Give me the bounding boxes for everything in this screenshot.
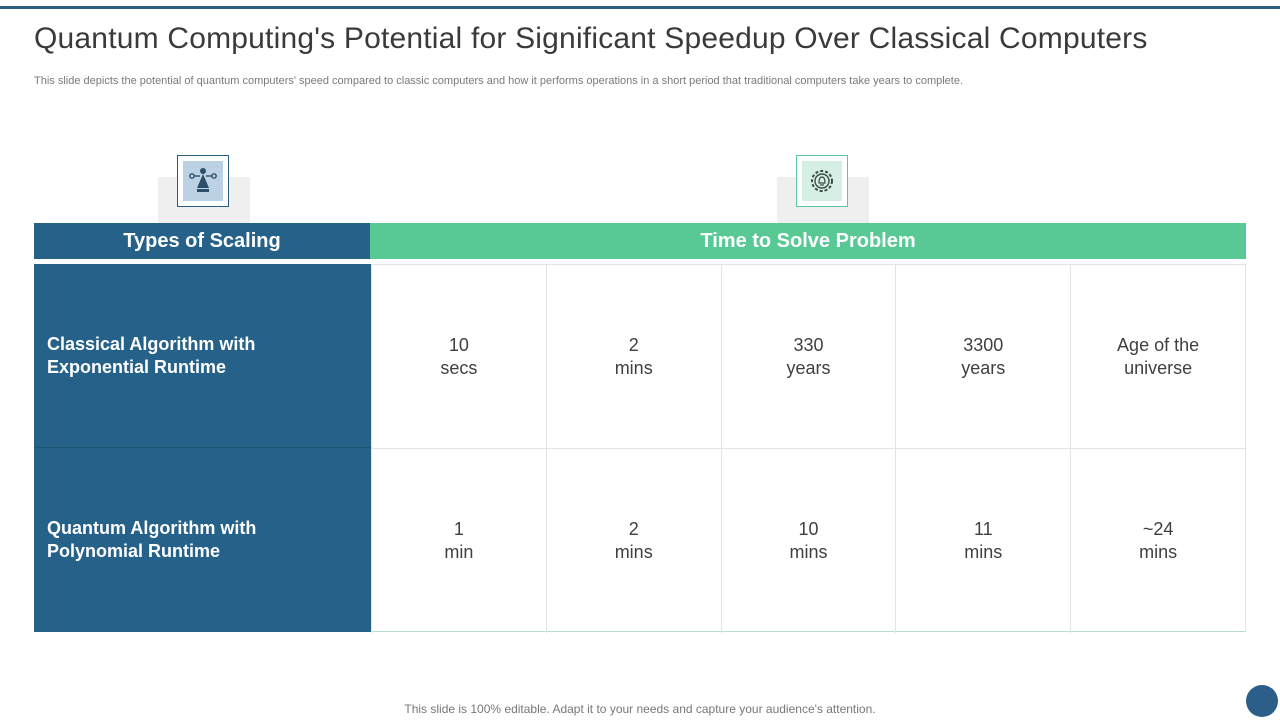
table-cell: 2 mins — [545, 449, 721, 633]
corner-badge — [1246, 685, 1278, 717]
row-label-text: Classical Algorithm with Exponential Run… — [47, 333, 256, 377]
row-label-text: Quantum Algorithm with Polynomial Runtim… — [47, 518, 257, 561]
network-node-icon — [183, 161, 223, 201]
header-time-to-solve: Time to Solve Problem — [370, 223, 1246, 259]
cell-value: 330 years — [786, 334, 831, 378]
cell-value: 2 mins — [614, 519, 653, 562]
table-cell: 2 mins — [545, 265, 721, 449]
cell-value: 1 min — [444, 519, 474, 562]
cell-value: 2 mins — [614, 334, 653, 378]
slide-subtitle: This slide depicts the potential of quan… — [34, 75, 964, 87]
table-cell: 10 mins — [720, 449, 896, 633]
header-types-of-scaling: Types of Scaling — [34, 223, 370, 259]
cell-value: Age of the universe — [1117, 334, 1200, 378]
cell-value: ~24 mins — [1139, 519, 1178, 562]
table-cell: ~24 mins — [1070, 449, 1245, 633]
table-cell: 3300 years — [895, 265, 1071, 449]
table-cell: 330 years — [720, 265, 896, 449]
cell-value: 10 mins — [789, 519, 828, 562]
time-to-solve-icon-box — [796, 155, 848, 207]
row-label-quantum: Quantum Algorithm with Polynomial Runtim… — [34, 448, 371, 632]
table-cell: 11 mins — [895, 449, 1070, 633]
cell-value: 3300 years — [961, 334, 1006, 378]
cell-value: 11 mins — [964, 519, 1003, 562]
footer-note: This slide is 100% editable. Adapt it to… — [404, 702, 876, 716]
time-table-grid: 10 secs 2 mins 330 years 3300 years Age … — [371, 264, 1246, 633]
slide-title: Quantum Computing's Potential for Signif… — [34, 22, 1148, 55]
row-label-classical: Classical Algorithm with Exponential Run… — [34, 264, 371, 448]
table-cell: Age of the universe — [1070, 265, 1245, 449]
cell-value: 10 secs — [440, 334, 478, 378]
top-accent-rule — [0, 6, 1280, 9]
types-of-scaling-icon-box — [177, 155, 229, 207]
gear-bulb-icon — [802, 161, 842, 201]
table-cell: 1 min — [371, 449, 546, 633]
table-cell: 10 secs — [371, 265, 546, 449]
